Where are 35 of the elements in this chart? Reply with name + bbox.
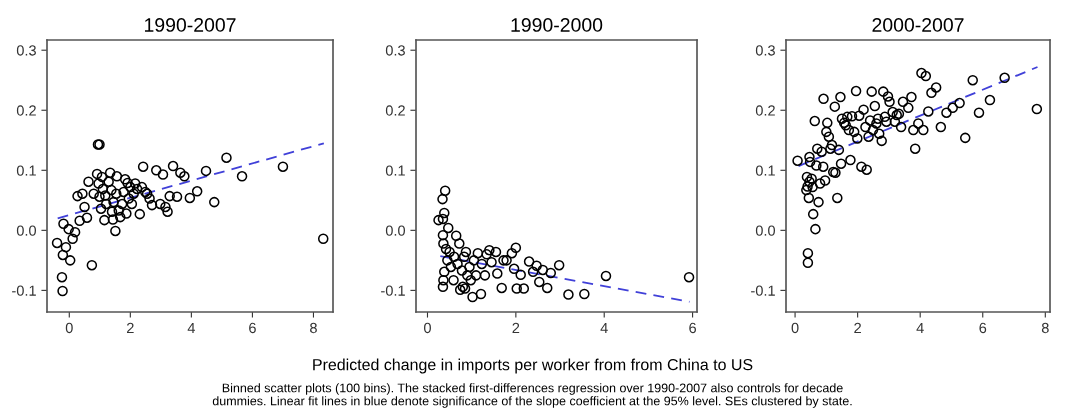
x-tick-label: 4 (187, 322, 195, 333)
y-tick-label: 0.2 (16, 105, 36, 116)
x-tick-label: 2 (127, 322, 134, 333)
y-tick-label: 0.0 (16, 225, 37, 236)
x-tick-label: 6 (979, 322, 987, 334)
y-tick-label: -0.1 (381, 285, 405, 296)
x-tick-label: 2 (854, 322, 861, 333)
x-tick-label: 4 (600, 322, 608, 333)
chart-title: 2000-2007 (872, 18, 964, 32)
y-tick-label: 0.1 (385, 165, 405, 176)
x-tick-label: 0 (65, 322, 73, 334)
y-tick-label: 0.3 (385, 45, 405, 56)
y-tick-label: 0.1 (16, 165, 36, 176)
x-tick-label: 8 (310, 322, 317, 334)
x-tick-label: 6 (689, 322, 696, 334)
x-axis-title: Predicted change in imports per worker from from China to US (313, 358, 753, 374)
y-tick-label: 0.3 (16, 45, 36, 56)
x-tick-label: 8 (1041, 322, 1049, 334)
y-tick-label: -0.1 (751, 285, 775, 296)
y-tick-label: 0.0 (755, 225, 776, 236)
x-tick-label: 4 (916, 322, 924, 333)
x-tick-label: 2 (512, 322, 520, 333)
y-tick-label: 0.2 (385, 105, 405, 116)
x-tick-label: 0 (791, 322, 799, 334)
y-tick-label: 0.3 (755, 45, 775, 56)
y-tick-label: 0.0 (385, 225, 406, 236)
y-tick-label: 0.2 (755, 105, 775, 116)
y-tick-label: -0.1 (12, 285, 36, 296)
chart-title: 1990-2007 (144, 18, 236, 32)
chart-title: 1990-2000 (511, 18, 603, 32)
text: dummies. Linear fit lines in blue denote significance of the slope coefficient at the 95% level. SEs clustered by state. (212, 396, 852, 408)
text: Binned scatter plots (100 bins). The stacked first-differences regression over 1990-2007 also controls for decade (222, 383, 843, 395)
x-tick-label: 6 (249, 322, 256, 334)
x-tick-label: 0 (424, 322, 431, 334)
y-tick-label: 0.1 (755, 165, 775, 176)
